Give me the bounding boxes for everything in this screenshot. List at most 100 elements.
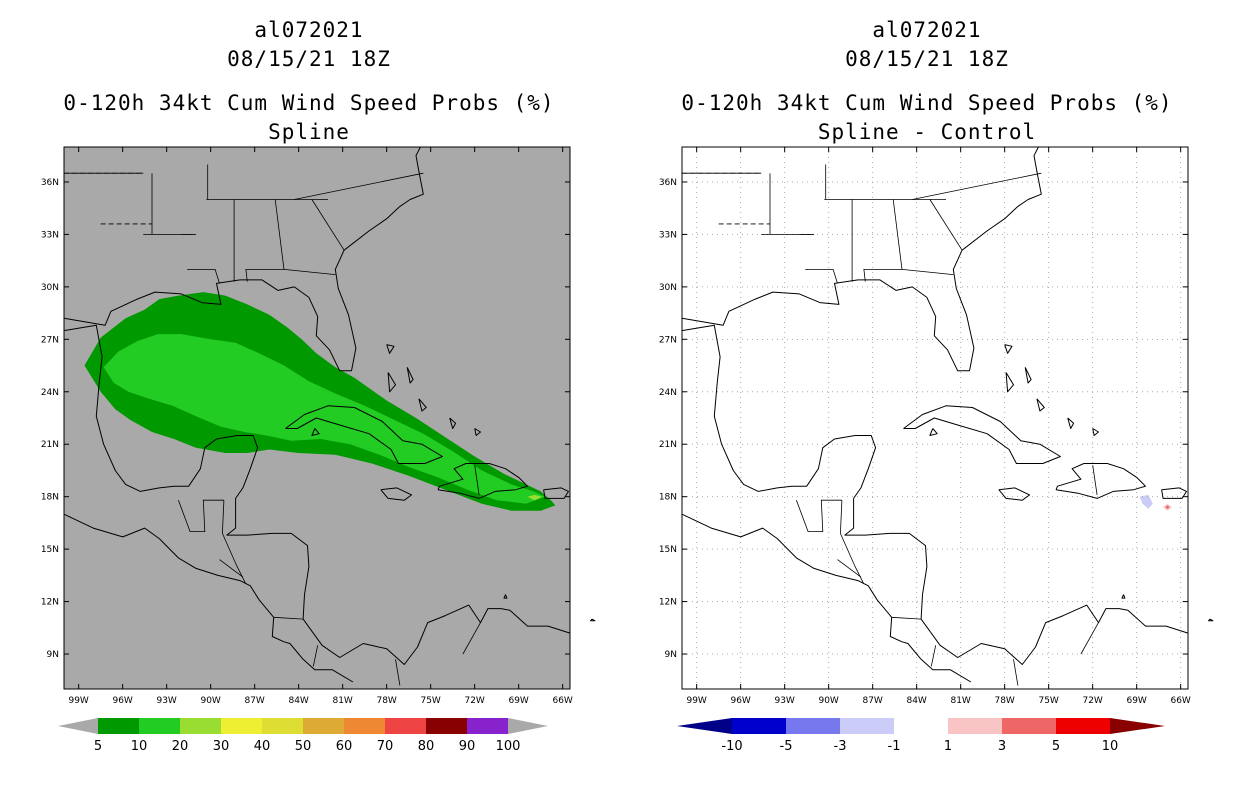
lon-label: 99W [686,696,706,706]
border-line [311,199,345,251]
difference-map: 36N 33N 30N 27N 24N 21N 18N 15N 12N 9N 99W 96W 93W 90… [659,146,1214,706]
lon-label: 66W [552,696,572,706]
colorbar-swatch [840,718,894,734]
colorbar-swatch [1002,718,1056,734]
colorbar-label: 10 [131,739,148,754]
island-coastline [474,428,481,436]
border-line [796,499,842,532]
island-coastline [418,398,427,412]
border-line [891,616,922,620]
lon-label: 72W [464,696,484,706]
island-coastline [449,417,457,429]
lon-label: 84W [288,696,308,706]
lat-label: 18N [41,493,59,503]
colorbar-label: -3 [834,739,847,754]
colorbar-label: 80 [418,739,435,754]
colorbar-label: 1 [944,739,952,754]
lon-label: 87W [244,696,264,706]
border-line [245,199,285,282]
island-coastline [1121,594,1126,599]
island-coastline [1004,344,1013,354]
border-line [1013,659,1019,686]
colorbar-high-arrow [508,718,548,734]
lon-label: 93W [774,696,794,706]
colorbar-swatch [786,718,840,734]
lat-label: 21N [41,440,59,450]
lon-label: 66W [1170,696,1190,706]
coastlines [681,146,1214,683]
colorbar-label: 70 [377,739,394,754]
border-line [283,269,336,275]
subtitle: Spline [268,120,350,144]
storm-id: al072021 [254,18,364,42]
lat-label: 33N [41,230,59,240]
border-line [219,559,244,578]
datetime: 08/15/21 18Z [227,47,391,71]
lon-label: 78W [376,696,396,706]
colorbar-swatch [303,718,344,734]
diff-positive-core [1165,505,1169,509]
lon-label: 87W [862,696,882,706]
colorbar-label: 20 [172,739,189,754]
colorbar-label: 5 [1052,739,1060,754]
lat-label: 27N [41,335,59,345]
border-line [901,269,954,275]
island-coastline [1067,417,1075,429]
border-line [840,500,843,534]
puerto-rico-coastline [1161,487,1187,499]
lon-label: 93W [156,696,176,706]
island-coastline [590,618,596,622]
colorbar-label: 100 [496,739,521,754]
colorbar-label: 90 [459,739,476,754]
colorbar-swatch [948,718,1002,734]
border-line [222,533,247,585]
lon-label: 90W [818,696,838,706]
map-frame [63,146,571,690]
lon-label: 96W [730,696,750,706]
colorbar-low-arrow [58,718,98,734]
border-line [805,268,838,284]
colorbar-label: 50 [295,739,312,754]
border-line [912,172,1042,200]
lon-label: 90W [200,696,220,706]
hispaniola-coastline [437,463,528,499]
colorbar-label: -5 [780,739,793,754]
jamaica-coastline [380,487,413,501]
island-coastline [503,594,508,599]
lon-label: 69W [1126,696,1146,706]
prob-20-30-area [527,494,543,501]
probability-colorbar: 5 10 20 30 40 50 60 70 80 90 100 [58,718,548,754]
border-line [187,268,220,284]
colorbar-swatch [262,718,303,734]
border-line [395,659,401,686]
border-line [474,465,480,495]
colorbar-label: -10 [721,739,742,754]
island-coastline [1024,367,1032,384]
border-line [178,499,224,532]
lat-label: 24N [41,388,59,398]
border-line [312,645,319,667]
island-coastline [1036,398,1045,412]
lat-label: 18N [659,493,677,503]
political-borders [64,164,481,686]
lat-label: 30N [41,283,59,293]
island-coastline [1005,372,1014,393]
lat-label: 30N [659,283,677,293]
gulf-coastline [681,324,1189,665]
colorbar-label: 10 [1102,739,1119,754]
colorbar-label: 40 [254,739,271,754]
colorbar-swatch [1056,718,1110,734]
product-title: 0-120h 34kt Cum Wind Speed Probs (%) [681,91,1173,115]
right-panel: al072021 08/15/21 18Z 0-120h 34kt Cum Wi… [618,0,1236,800]
lat-label: 15N [41,545,59,555]
colorbar-label: -1 [888,739,901,754]
lat-label: 12N [659,598,677,608]
lat-label: 36N [41,178,59,188]
lat-label: 21N [659,440,677,450]
colorbar-swatch [98,718,139,734]
border-line [1080,622,1099,655]
cuba-coastline [285,405,443,464]
colorbar-swatch [467,718,508,734]
datetime: 08/15/21 18Z [845,47,1009,71]
lat-label: 9N [47,650,59,660]
